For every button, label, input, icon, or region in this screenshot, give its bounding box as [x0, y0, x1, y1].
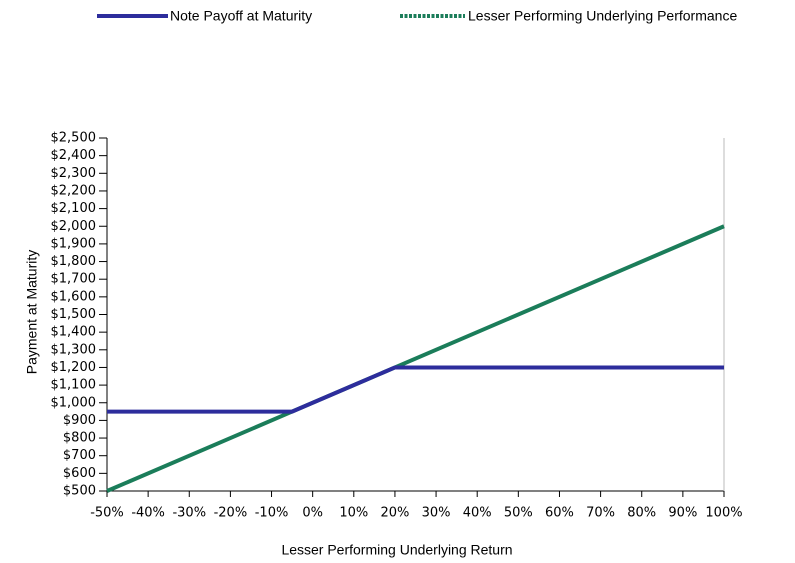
y-tick-label: $1,700 — [51, 272, 97, 287]
x-tick-label: -20% — [214, 506, 248, 521]
y-tick-label: $1,200 — [51, 360, 97, 375]
y-tick-label: $1,300 — [51, 342, 97, 357]
series-line — [106, 224, 725, 493]
y-tick-label: $2,500 — [51, 131, 97, 146]
x-tick-label: 100% — [705, 506, 742, 521]
y-tick-label: $2,400 — [51, 148, 97, 163]
x-axis-title: Lesser Performing Underlying Return — [281, 542, 512, 558]
x-tick-label: 50% — [504, 506, 533, 521]
x-tick-label: 40% — [463, 506, 492, 521]
y-tick-label: $1,900 — [51, 236, 97, 251]
legend-label: Note Payoff at Maturity — [170, 8, 312, 24]
y-tick-label: $800 — [63, 431, 96, 446]
y-tick-label: $2,000 — [51, 219, 97, 234]
y-tick-label: $1,000 — [51, 395, 97, 410]
x-tick-label: -50% — [90, 506, 124, 521]
legend-label: Lesser Performing Underlying Performance — [468, 8, 737, 24]
y-tick-label: $1,100 — [51, 378, 97, 393]
x-tick-label: 30% — [422, 506, 451, 521]
x-tick-label: -40% — [131, 506, 165, 521]
y-tick-label: $1,800 — [51, 254, 97, 269]
y-tick-label: $2,200 — [51, 183, 97, 198]
x-tick-label: 80% — [627, 506, 656, 521]
x-tick-label: 10% — [339, 506, 368, 521]
y-tick-label: $500 — [63, 484, 96, 499]
x-tick-label: 70% — [586, 506, 615, 521]
y-tick-label: $2,300 — [51, 166, 97, 181]
x-tick-label: 90% — [668, 506, 697, 521]
y-tick-label: $900 — [63, 413, 96, 428]
y-axis-title: Payment at Maturity — [24, 250, 40, 375]
x-tick-label: -10% — [255, 506, 289, 521]
y-tick-label: $1,500 — [51, 307, 97, 322]
x-tick-label: 20% — [380, 506, 409, 521]
series-line — [107, 365, 724, 414]
y-tick-label: $2,100 — [51, 201, 97, 216]
y-tick-label: $1,600 — [51, 289, 97, 304]
x-tick-label: 60% — [545, 506, 574, 521]
x-tick-label: -30% — [172, 506, 206, 521]
y-tick-label: $700 — [63, 448, 96, 463]
y-tick-label: $1,400 — [51, 325, 97, 340]
x-tick-label: 0% — [302, 506, 323, 521]
y-tick-label: $600 — [63, 466, 96, 481]
